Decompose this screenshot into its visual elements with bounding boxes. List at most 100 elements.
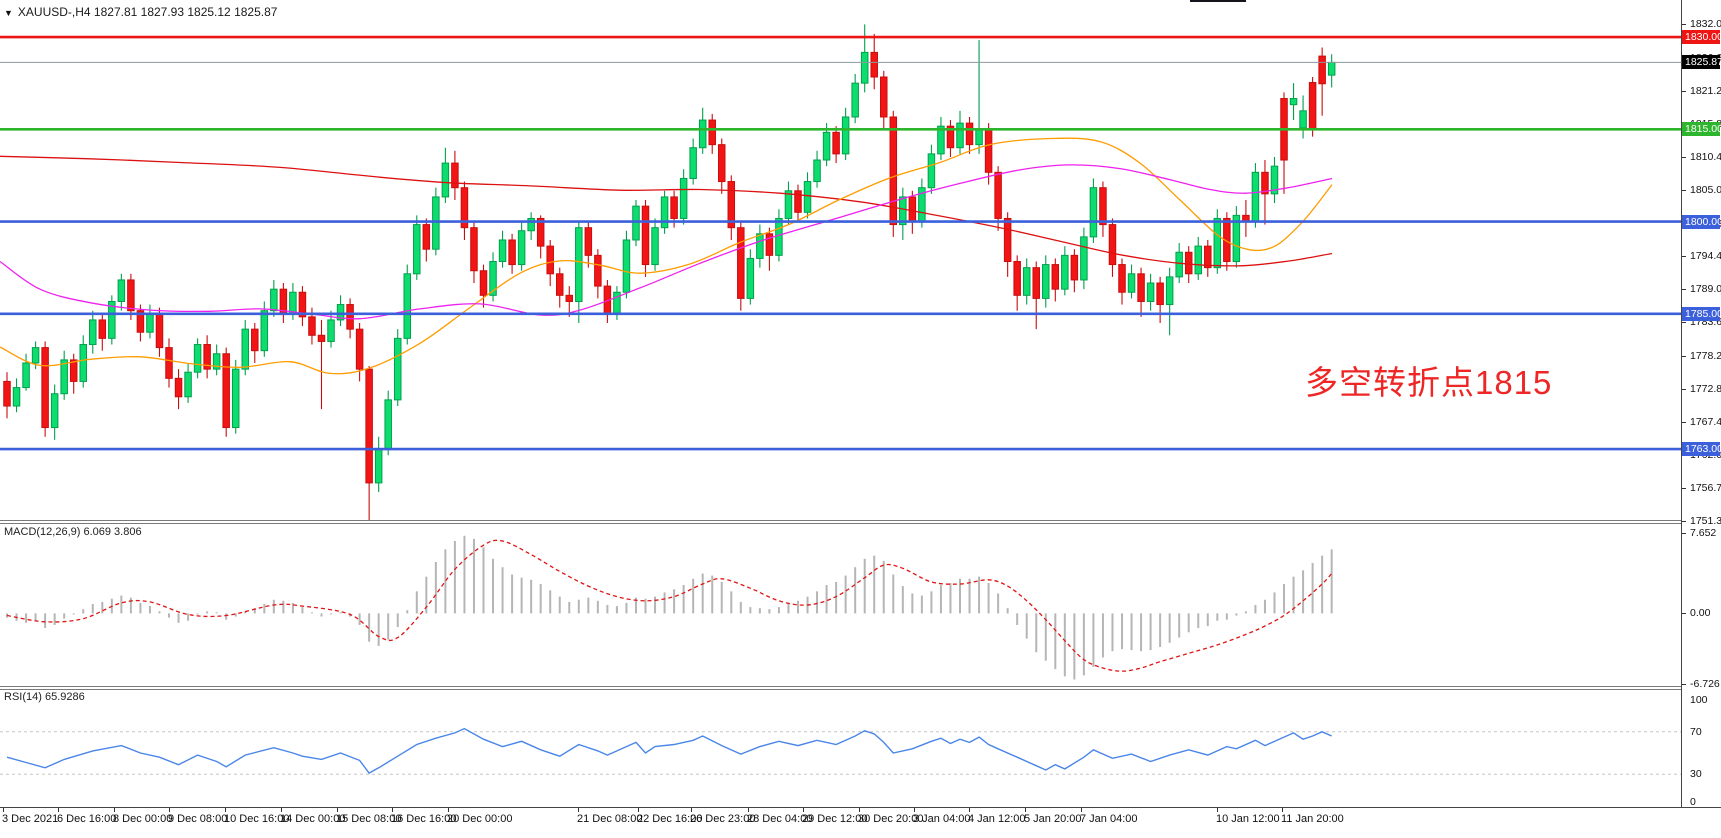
time-axis[interactable]: 3 Dec 2021 6 Dec 16:00 8 Dec 00:00 9 Dec 08… [0,808,1721,838]
hline-price-label: 1800.00 [1681,214,1721,229]
time-axis-label: 26 Dec 23:00 [690,813,756,825]
symbol-dropdown-icon[interactable]: ▼ [4,8,13,18]
macd-axis-label: 7.652 [1690,527,1717,540]
time-axis-label: 14 Dec 00:00 [280,813,346,825]
time-axis-label: 21 Dec 08:00 [577,813,643,825]
time-tick-mark [225,808,226,812]
time-tick-mark [638,808,639,812]
time-tick-mark [914,808,915,812]
time-tick-mark [392,808,393,812]
rsi-axis-label: 0 [1690,796,1696,808]
macd-tick-mark [1681,684,1686,686]
time-tick-mark [1217,808,1218,812]
macd-indicator-label: MACD(12,26,9) 6.069 3.806 [4,526,142,538]
hline-price-label: 1815.00 [1681,122,1721,137]
macd-axis-label: 0.00 [1690,607,1711,620]
rsi-indicator-label: RSI(14) 65.9286 [4,691,85,703]
time-axis-label: 30 Dec 20:00 [858,813,924,825]
time-tick-mark [969,808,970,812]
price-tick-label: 1789.00 [1690,283,1721,296]
hline-price-label: 1830.00 [1681,30,1721,45]
ma-slow-red [0,155,1333,267]
price-tick-mark [1681,190,1686,192]
time-axis-label: 3 Dec 2021 [2,813,59,825]
panel-separator[interactable] [0,520,1721,521]
time-tick-mark [691,808,692,812]
price-tick-mark [1681,355,1686,357]
time-axis-label: 22 Dec 16:00 [637,813,703,825]
panel-separator [0,689,1721,690]
price-tick-label: 1772.80 [1690,382,1721,395]
time-axis-label: 10 Jan 12:00 [1216,813,1280,825]
time-tick-mark [1081,808,1082,812]
price-tick-label: 1810.45 [1690,151,1721,164]
macd-tick-mark [1681,613,1686,615]
time-tick-mark [337,808,338,812]
time-tick-mark [578,808,579,812]
ma-fast-magenta [0,164,1333,320]
time-tick-mark [859,808,860,812]
time-tick-mark [1025,808,1026,812]
rsi-axis-label: 70 [1690,725,1702,738]
rsi-axis-label: 30 [1690,768,1702,781]
time-axis-label: 10 Dec 16:00 [224,813,290,825]
price-tick-mark [1681,255,1686,257]
time-axis-label: 3 Jan 04:00 [913,813,971,825]
time-axis-label: 20 Dec 00:00 [447,813,513,825]
hline-price-label: 1763.00 [1681,442,1721,457]
panel-separator [0,523,1721,524]
price-axis[interactable]: 1832.051826.651821.251815.851810.451805.… [1681,0,1721,808]
price-tick-label: 1751.35 [1690,514,1721,527]
price-tick-mark [1681,322,1686,324]
symbol-title-bar: ▼ XAUUSD-,H4 1827.81 1827.93 1825.12 1825… [4,5,277,19]
time-tick-mark [448,808,449,812]
time-tick-mark [114,808,115,812]
macd-canvas[interactable] [0,525,1681,686]
time-axis-label: 9 Dec 08:00 [168,813,228,825]
time-axis-label: 29 Dec 12:00 [802,813,868,825]
time-axis-label: 28 Dec 04:00 [747,813,813,825]
time-tick-mark [748,808,749,812]
time-axis-label: 8 Dec 00:00 [113,813,173,825]
ma-mid-orange [0,137,1333,375]
price-tick-label: 1778.20 [1690,349,1721,362]
price-tick-label: 1756.75 [1690,481,1721,494]
current-price-label: 1825.87 [1681,55,1721,70]
time-axis-label: 11 Jan 20:00 [1281,813,1344,825]
price-tick-mark [1681,157,1686,159]
top-border-segment [1190,0,1246,2]
price-tick-mark [1681,422,1686,423]
rsi-axis-label: 100 [1690,694,1708,706]
price-tick-label: 1767.40 [1690,416,1721,428]
macd-tick-mark [1681,533,1686,535]
time-axis-border [0,807,1721,808]
time-tick-mark [3,808,4,812]
macd-axis-label: -6.726 [1690,678,1720,691]
time-axis-label: 15 Dec 08:00 [336,813,402,825]
panel-separator[interactable] [0,686,1721,687]
rsi-canvas[interactable] [0,690,1681,807]
time-axis-label: 6 Dec 16:00 [57,813,117,825]
chart-right-border [1681,0,1682,807]
price-tick-mark [1681,520,1686,522]
price-tick-label: 1794.40 [1690,249,1721,262]
time-axis-label: 7 Jan 04:00 [1080,813,1138,825]
price-tick-mark [1681,487,1686,489]
time-tick-mark [58,808,59,812]
time-axis-label: 16 Dec 16:00 [391,813,457,825]
price-tick-mark [1681,289,1686,291]
time-tick-mark [169,808,170,812]
hline-price-label: 1785.00 [1681,306,1721,321]
price-tick-label: 1821.25 [1690,84,1721,97]
symbol-ohlc-title: XAUUSD-,H4 1827.81 1827.93 1825.12 1825.… [17,5,278,19]
main-chart-canvas[interactable] [0,0,1681,521]
price-tick-label: 1805.05 [1690,184,1721,197]
time-tick-mark [803,808,804,812]
time-axis-label: 5 Jan 20:00 [1024,813,1082,825]
price-tick-label: 1832.05 [1690,18,1721,31]
price-tick-mark [1681,90,1686,92]
price-tick-mark [1681,24,1686,26]
time-axis-label: 4 Jan 12:00 [968,813,1026,825]
time-tick-mark [281,808,282,812]
